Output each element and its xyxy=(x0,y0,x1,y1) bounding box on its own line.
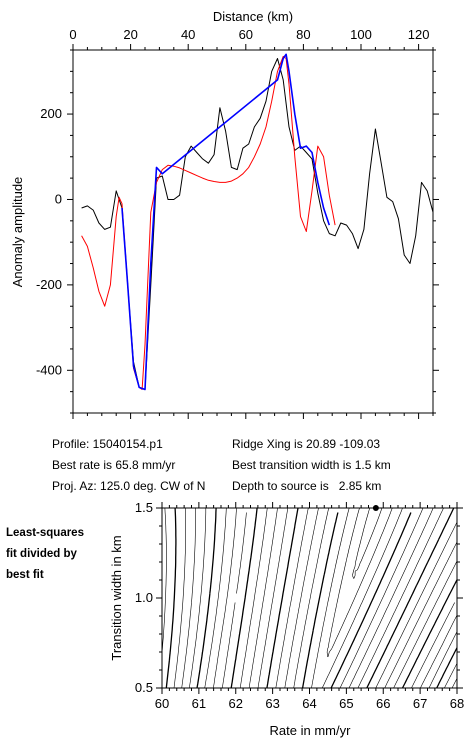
side-note: Least-squares fit divided by best fit xyxy=(6,523,84,586)
bottom-y-ticks: 0.5 1.0 1.5 xyxy=(135,500,463,695)
bottom-x-tick-label: 67 xyxy=(413,696,427,711)
contour-line xyxy=(196,507,458,689)
contour-line xyxy=(275,507,444,689)
contour-line xyxy=(301,512,412,689)
side-note-line-1: Least-squares xyxy=(6,527,84,539)
contour-line xyxy=(248,507,458,689)
contour-line xyxy=(352,507,383,579)
side-note-line-2: fit divided by xyxy=(6,548,77,560)
contour-line xyxy=(204,507,458,689)
bottom-x-tick-label: 65 xyxy=(339,696,353,711)
top-x-tick-label: 40 xyxy=(181,27,195,42)
top-y-ticks: -400 -200 0 200 xyxy=(36,49,439,414)
contour-line xyxy=(189,508,458,689)
contour-line xyxy=(266,507,455,689)
contour-line xyxy=(284,507,434,689)
bottom-x-tick-label: 68 xyxy=(450,696,464,711)
top-x-tick-label: 60 xyxy=(239,27,253,42)
contour-line xyxy=(222,512,455,689)
bottom-y-tick-label: 0.5 xyxy=(135,680,153,695)
best-transition-text: Best transition width is 1.5 km xyxy=(232,458,391,472)
anomaly-profile-chart: 0 20 40 60 80 100 120 -400 -200 0 200 Distance (k… xyxy=(10,9,439,419)
contour-line xyxy=(181,508,458,689)
contour-line xyxy=(161,507,167,654)
top-series-line xyxy=(81,55,336,390)
bottom-x-tick-label: 64 xyxy=(302,696,316,711)
top-y-tick-label: -400 xyxy=(36,362,62,377)
top-x-tick-label: 120 xyxy=(408,27,430,42)
top-series-group xyxy=(81,53,434,391)
ridge-xing-text: Ridge Xing is 20.89 -109.03 xyxy=(232,437,381,451)
side-note-line-3: best fit xyxy=(6,569,44,581)
bottom-x-tick-label: 66 xyxy=(376,696,390,711)
contour-line xyxy=(213,507,458,689)
top-series-line xyxy=(121,53,331,391)
top-plot-frame xyxy=(72,49,434,414)
contour-line xyxy=(230,507,458,689)
top-x-tick-label: 0 xyxy=(69,27,76,42)
contour-line xyxy=(293,507,424,689)
bottom-plot-frame xyxy=(161,507,458,689)
top-series-line xyxy=(81,58,434,390)
top-y-axis-label: Anomaly amplitude xyxy=(10,177,25,288)
top-y-tick-label: -200 xyxy=(36,277,62,292)
contour-line xyxy=(311,507,403,689)
depth-to-source-text: Depth to source is 2.85 km xyxy=(232,479,382,493)
contour-line xyxy=(173,507,186,689)
bottom-y-tick-label: 1.5 xyxy=(135,500,153,515)
bottom-y-tick-label: 1.0 xyxy=(135,590,153,605)
profile-text: Profile: 15040154.p1 xyxy=(52,437,163,451)
proj-az-text: Proj. Az: 125.0 deg. CW of N xyxy=(52,479,206,493)
top-x-tick-label: 80 xyxy=(296,27,310,42)
bottom-x-tick-label: 62 xyxy=(229,696,243,711)
bottom-x-tick-label: 61 xyxy=(192,696,206,711)
bottom-x-tick-label: 60 xyxy=(155,696,169,711)
top-x-tick-label: 20 xyxy=(123,27,137,42)
contour-line xyxy=(257,507,458,689)
best-fit-marker xyxy=(372,505,379,511)
misfit-contour-chart: 60 61 62 63 64 65 66 67 68 0.5 1.0 1.5 Rate in mm/… xyxy=(109,500,464,738)
top-x-axis-label: Distance (km) xyxy=(213,9,293,24)
contour-lines xyxy=(161,507,458,689)
bottom-y-axis-label: Transition width in km xyxy=(109,535,124,660)
contour-line xyxy=(239,507,458,689)
top-x-ticks: 0 20 40 60 80 100 120 xyxy=(69,27,434,419)
bottom-x-axis-label: Rate in mm/yr xyxy=(270,723,352,738)
bottom-x-ticks: 60 61 62 63 64 65 66 67 68 xyxy=(155,502,464,711)
bottom-x-tick-label: 63 xyxy=(265,696,279,711)
top-x-tick-label: 100 xyxy=(350,27,372,42)
contour-line xyxy=(165,507,177,689)
top-y-tick-label: 200 xyxy=(40,106,62,121)
contour-line xyxy=(326,507,393,658)
top-y-tick-label: 0 xyxy=(55,191,62,206)
best-rate-text: Best rate is 65.8 mm/yr xyxy=(52,458,176,472)
